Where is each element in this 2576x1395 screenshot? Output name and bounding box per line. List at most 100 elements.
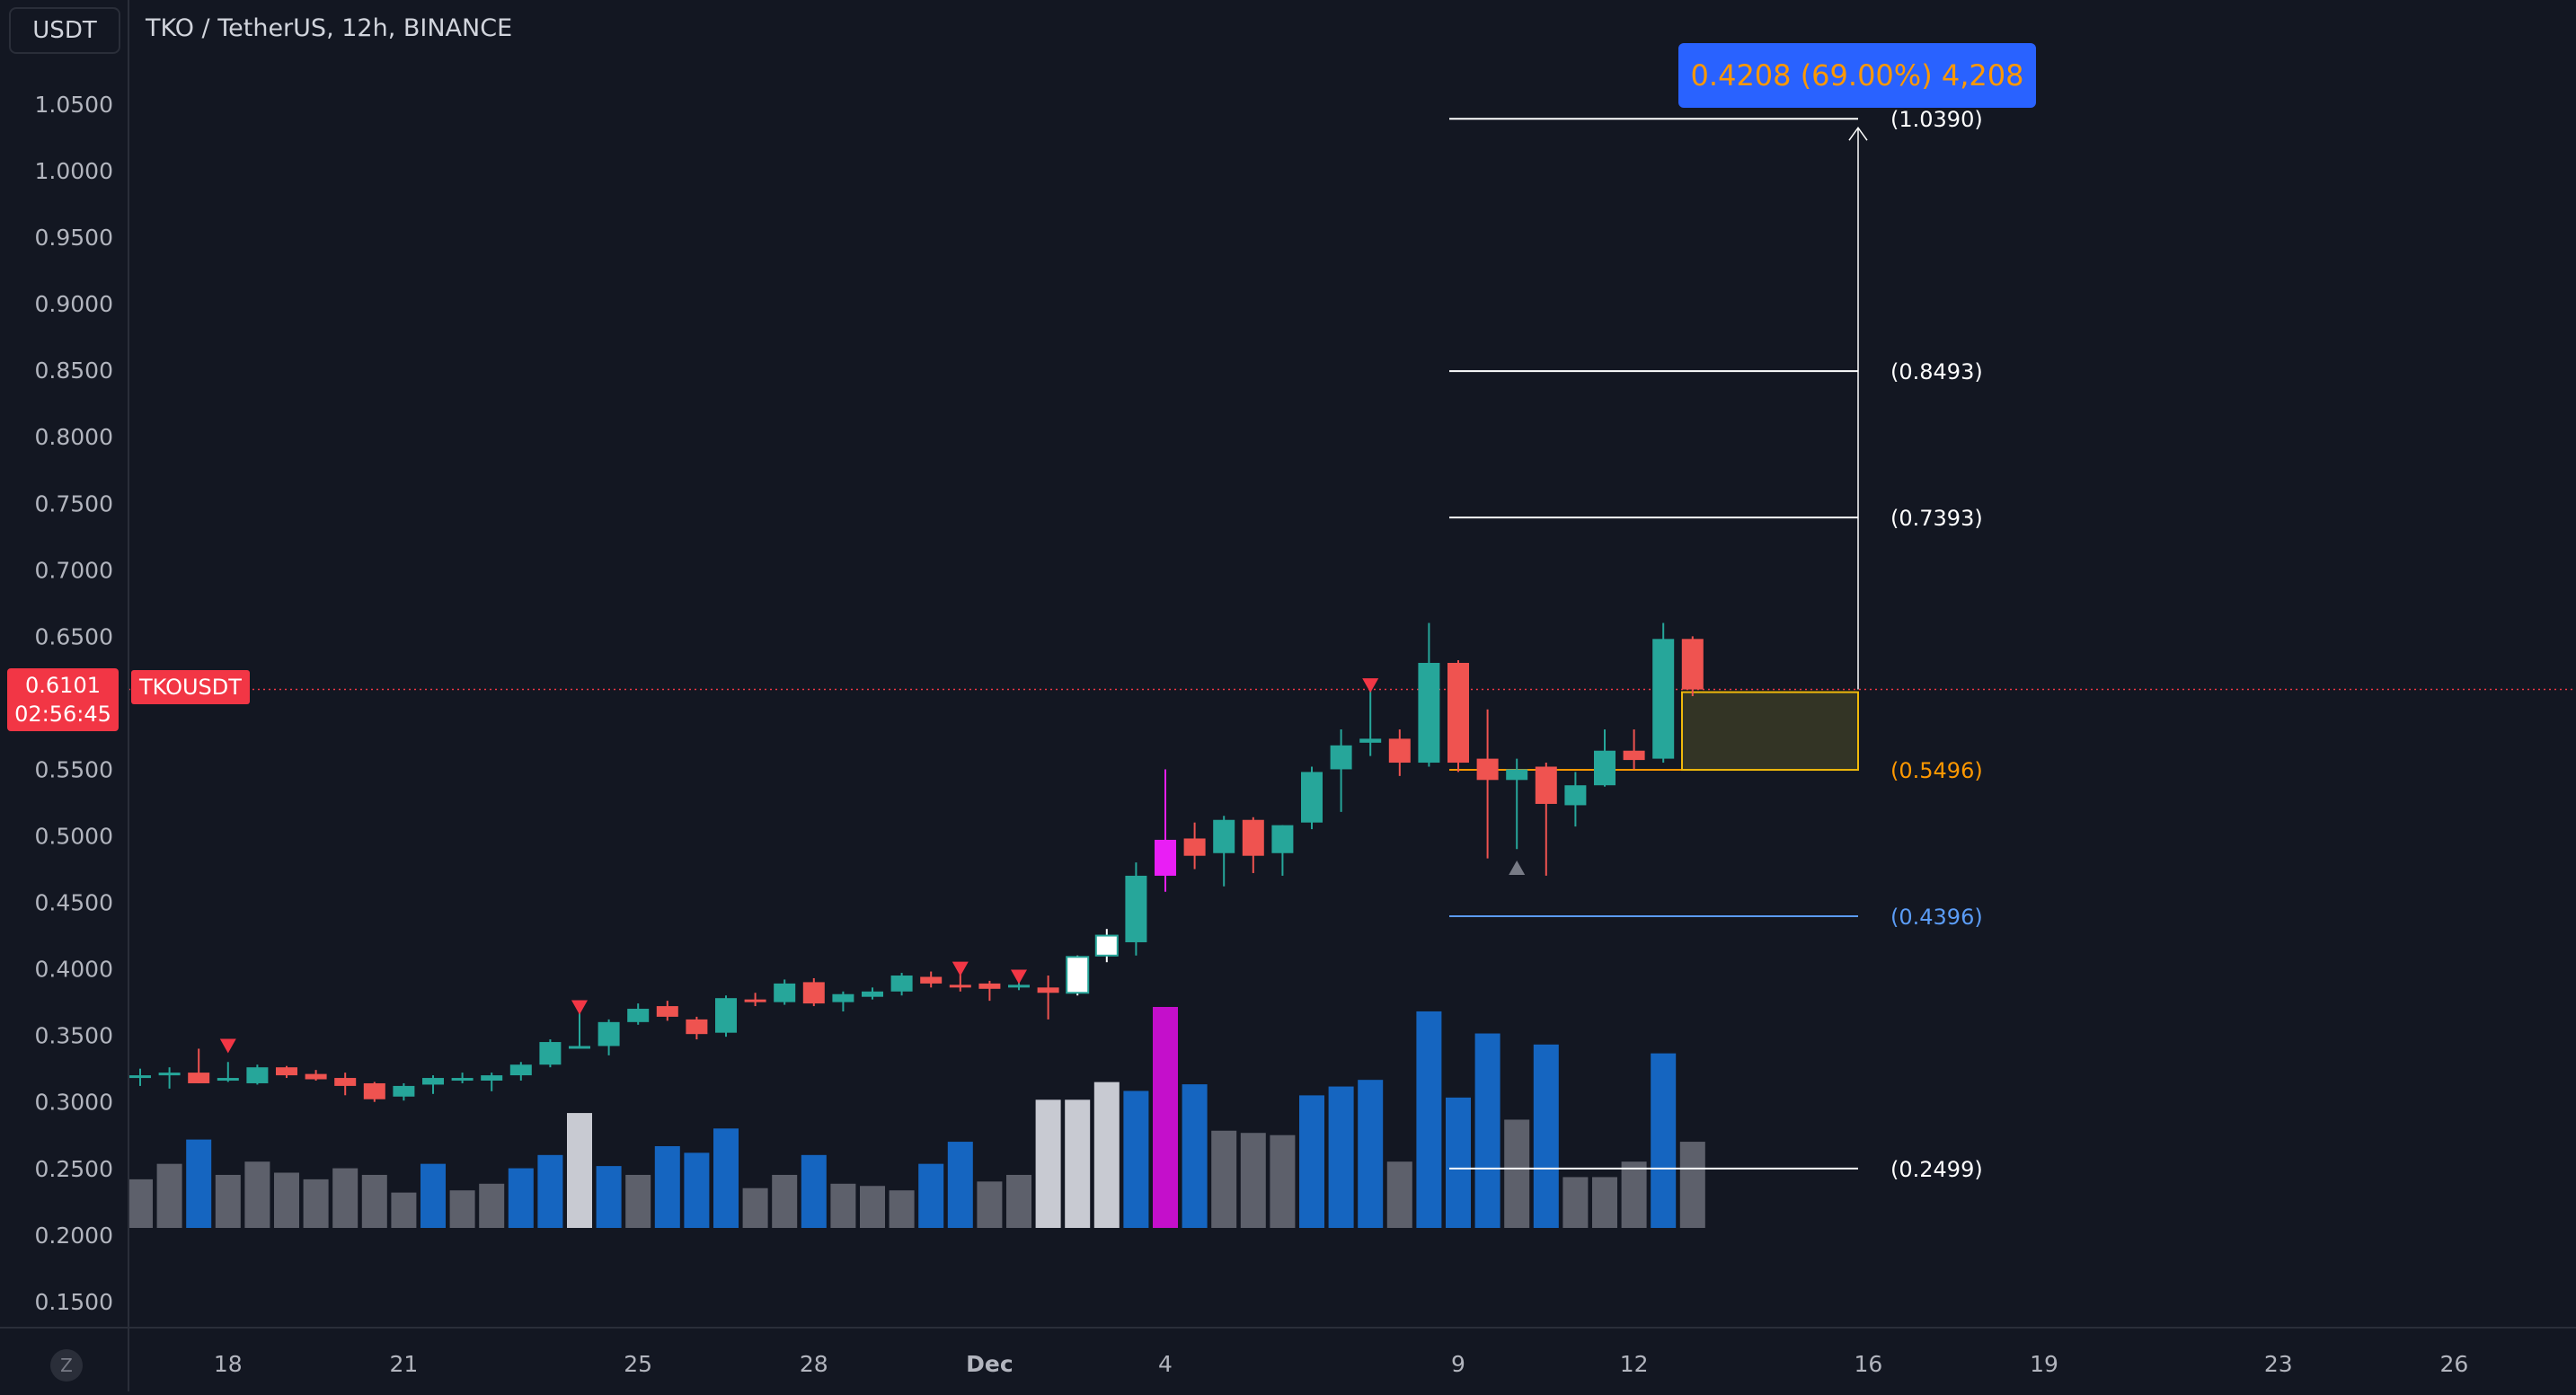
candle-body [246, 1067, 269, 1083]
volume-bar [801, 1154, 827, 1228]
zoom-reset-button[interactable]: Z [50, 1349, 83, 1382]
volume-bar [1299, 1095, 1324, 1228]
volume-bar [742, 1188, 768, 1228]
x-tick-label: 26 [2439, 1351, 2468, 1377]
y-tick-label: 0.1500 [35, 1289, 113, 1315]
candle-body [1008, 984, 1030, 988]
candle-body [1476, 758, 1499, 781]
x-tick-label: 4 [1158, 1351, 1173, 1377]
candle-body [949, 984, 971, 988]
y-tick-label: 1.0000 [35, 158, 113, 184]
y-tick-label: 0.8000 [35, 424, 113, 450]
candle-body [363, 1082, 385, 1099]
x-tick-label: 19 [2030, 1351, 2058, 1377]
candle-body [1094, 934, 1119, 957]
candle-body [158, 1073, 181, 1076]
volume-bar [1240, 1133, 1266, 1228]
volume-bar [860, 1186, 885, 1228]
fib-level-label: (0.8493) [1890, 359, 1983, 384]
volume-bar [567, 1113, 592, 1228]
volume-bar [215, 1174, 241, 1228]
candle-body [1301, 772, 1323, 823]
volume-bar [449, 1190, 475, 1228]
volume-bar [1211, 1130, 1237, 1228]
volume-bar [889, 1190, 915, 1228]
candle-body [686, 1019, 708, 1035]
volume-bar [361, 1174, 387, 1228]
sell-signal-marker [219, 1038, 236, 1054]
candle-body [978, 983, 1001, 989]
candle-body [832, 993, 854, 1002]
candle-body [656, 1006, 678, 1017]
volume-bar [420, 1163, 446, 1228]
volume-bar [1651, 1053, 1677, 1228]
volume-bar [274, 1172, 299, 1228]
candle-body [539, 1042, 562, 1065]
fib-level-label: (0.7393) [1890, 506, 1983, 531]
volume-bar [1679, 1142, 1705, 1228]
volume-bar [303, 1179, 329, 1228]
volume-bar [918, 1163, 944, 1228]
candle-body [129, 1075, 151, 1079]
volume-bar [1621, 1161, 1647, 1228]
candle-body [569, 1046, 590, 1049]
y-tick-label: 0.2000 [35, 1223, 113, 1249]
volume-bar [1562, 1177, 1589, 1228]
volume-bar [128, 1179, 153, 1228]
y-tick-label: 0.8500 [35, 358, 113, 384]
candle-body [1652, 639, 1675, 759]
y-tick-label: 0.3000 [35, 1090, 113, 1116]
volume-bar [1065, 1099, 1091, 1228]
x-tick-label: 18 [214, 1351, 243, 1377]
candle-body [715, 998, 737, 1033]
volume-bar [1123, 1090, 1149, 1228]
volume-bar [244, 1161, 270, 1228]
candle-body [890, 976, 913, 992]
x-tick-label: Dec [966, 1351, 1014, 1377]
candle-body [1359, 738, 1382, 743]
x-tick-label: 23 [2264, 1351, 2293, 1377]
candle-body [1447, 662, 1469, 764]
volume-bar [1093, 1082, 1120, 1228]
fib-level-label: (0.5496) [1890, 758, 1983, 783]
candle-body [217, 1078, 239, 1082]
y-tick-label: 0.5000 [35, 824, 113, 850]
x-tick-label: 25 [624, 1351, 652, 1377]
volume-bar [537, 1154, 563, 1228]
candle-body [774, 983, 796, 1002]
currency-selector[interactable]: USDT [9, 7, 120, 54]
volume-bar [1035, 1099, 1061, 1228]
measure-result-label: 0.4208 (69.00%) 4,208 [1678, 43, 2036, 108]
candle-body [862, 991, 883, 997]
x-tick-label: 21 [389, 1351, 418, 1377]
volume-bar [947, 1142, 973, 1228]
volume-bar [1358, 1080, 1384, 1228]
volume-bar [1270, 1135, 1296, 1228]
candle-body [744, 999, 766, 1002]
volume-bar [830, 1183, 856, 1228]
volume-bar [479, 1183, 505, 1228]
volume-bar [1446, 1097, 1471, 1228]
y-tick-label: 0.7000 [35, 557, 113, 583]
volume-bar [1328, 1086, 1354, 1228]
candle-body [1037, 987, 1059, 993]
candle-body [1242, 819, 1264, 856]
volume-bar [977, 1181, 1003, 1228]
volume-bar [508, 1168, 534, 1228]
candle-body [1564, 785, 1587, 806]
volume-bar [772, 1174, 798, 1228]
symbol-tag: TKOUSDT [131, 670, 250, 704]
candle-body [509, 1064, 532, 1076]
y-tick-label: 0.4000 [35, 957, 113, 983]
sell-signal-marker [952, 961, 969, 976]
volume-bar [332, 1168, 359, 1228]
candle-body [451, 1078, 474, 1082]
last-price: 0.6101 [25, 673, 101, 698]
candle-body [1183, 838, 1206, 856]
candle-body [305, 1073, 327, 1080]
y-tick-label: 0.7500 [35, 490, 113, 517]
x-tick-label: 12 [1620, 1351, 1649, 1377]
candle-body [1213, 819, 1235, 853]
